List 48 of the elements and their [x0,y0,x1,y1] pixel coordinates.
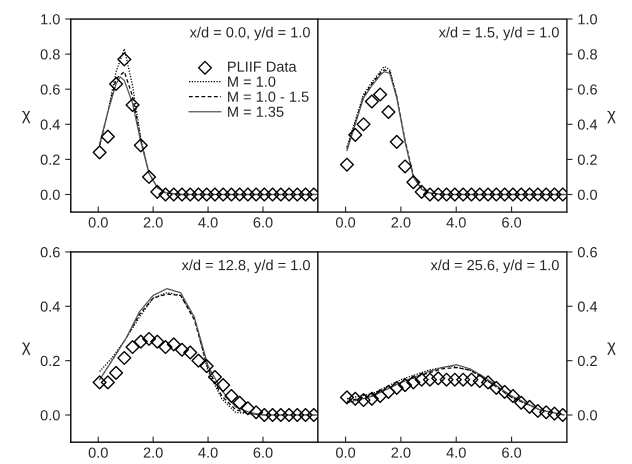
y-tick-label: 0.0 [40,190,60,200]
legend-label: PLIIF Data [228,62,297,72]
annotation: x/d = 0.0, y/d = 1.0 [190,26,310,40]
x-tick-label: 2.0 [144,217,163,228]
y2-tick-label: 0.6 [578,247,597,258]
annotation: x/d = 12.8, y/d = 1.0 [182,260,310,274]
y-tick-label: 0.6 [40,84,60,95]
x-tick-label: 2.0 [391,217,410,228]
x-tick-label: 4.0 [446,447,466,458]
x-tick-label: 0.0 [336,447,356,458]
y2-tick-label: 0.2 [578,154,597,165]
x-tick-label: 0.0 [88,447,108,458]
x-tick-label: 0.0 [336,217,356,228]
y2-tick-label: 0.2 [578,356,597,366]
x-tick-label: 4.0 [446,217,466,228]
y-tick-label: 0.2 [40,356,60,366]
y-axis-title: χ [22,342,30,355]
y2-axis-title: χ [607,342,616,355]
y-tick-label: 0.4 [40,119,60,130]
y2-tick-label: 0.8 [578,49,597,60]
x-tick-label: 6.0 [254,447,273,458]
y-axis-title: χ [22,110,30,124]
x-tick-label: 6.0 [502,447,522,458]
x-tick-label: 2.0 [144,447,163,458]
annotation: x/d = 1.5, y/d = 1.0 [438,26,559,40]
y-tick-label: 0.2 [40,154,60,165]
y-tick-label: 0.8 [40,49,60,60]
x-tick-label: 6.0 [254,217,273,228]
y2-tick-label: 0.6 [578,84,597,95]
y-tick-label: 1.0 [41,14,60,24]
legend-label: M = 1.0 [228,76,276,87]
x-tick-label: 6.0 [502,217,522,228]
y2-axis-title: χ [607,110,616,124]
x-tick-label: 4.0 [198,447,218,458]
y2-tick-label: 0.0 [578,190,598,200]
y-tick-label: 0.6 [40,247,60,258]
y2-tick-label: 0.0 [578,410,598,420]
y-tick-label: 0.4 [40,301,60,312]
y-tick-label: 0.0 [40,410,60,420]
annotation: x/d = 25.6, y/d = 1.0 [430,260,559,274]
x-tick-label: 4.0 [198,217,218,228]
x-tick-label: 0.0 [88,217,108,228]
y2-tick-label: 1.0 [578,14,598,24]
x-tick-label: 2.0 [391,447,410,458]
legend-label: M = 1.0 - 1.5 [228,92,309,102]
legend-label: M = 1.35 [228,106,284,117]
y2-tick-label: 0.4 [578,301,598,312]
y2-tick-label: 0.4 [578,119,598,130]
